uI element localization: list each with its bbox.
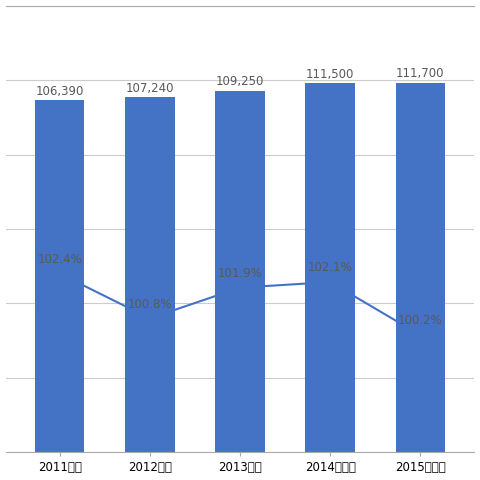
- Text: 101.9%: 101.9%: [217, 267, 263, 280]
- Bar: [215, 91, 265, 453]
- Bar: [305, 84, 355, 453]
- Text: 111,700: 111,700: [396, 67, 444, 80]
- Text: 100.8%: 100.8%: [128, 298, 172, 311]
- Bar: [35, 100, 84, 453]
- Text: 100.2%: 100.2%: [398, 314, 443, 327]
- Bar: [125, 97, 175, 453]
- Text: 111,500: 111,500: [306, 68, 354, 81]
- Text: 102.4%: 102.4%: [37, 253, 82, 266]
- Text: 102.1%: 102.1%: [308, 261, 352, 274]
- Text: 109,250: 109,250: [216, 75, 264, 88]
- Text: 106,390: 106,390: [36, 84, 84, 97]
- Text: 107,240: 107,240: [126, 82, 174, 95]
- Bar: [396, 83, 445, 453]
